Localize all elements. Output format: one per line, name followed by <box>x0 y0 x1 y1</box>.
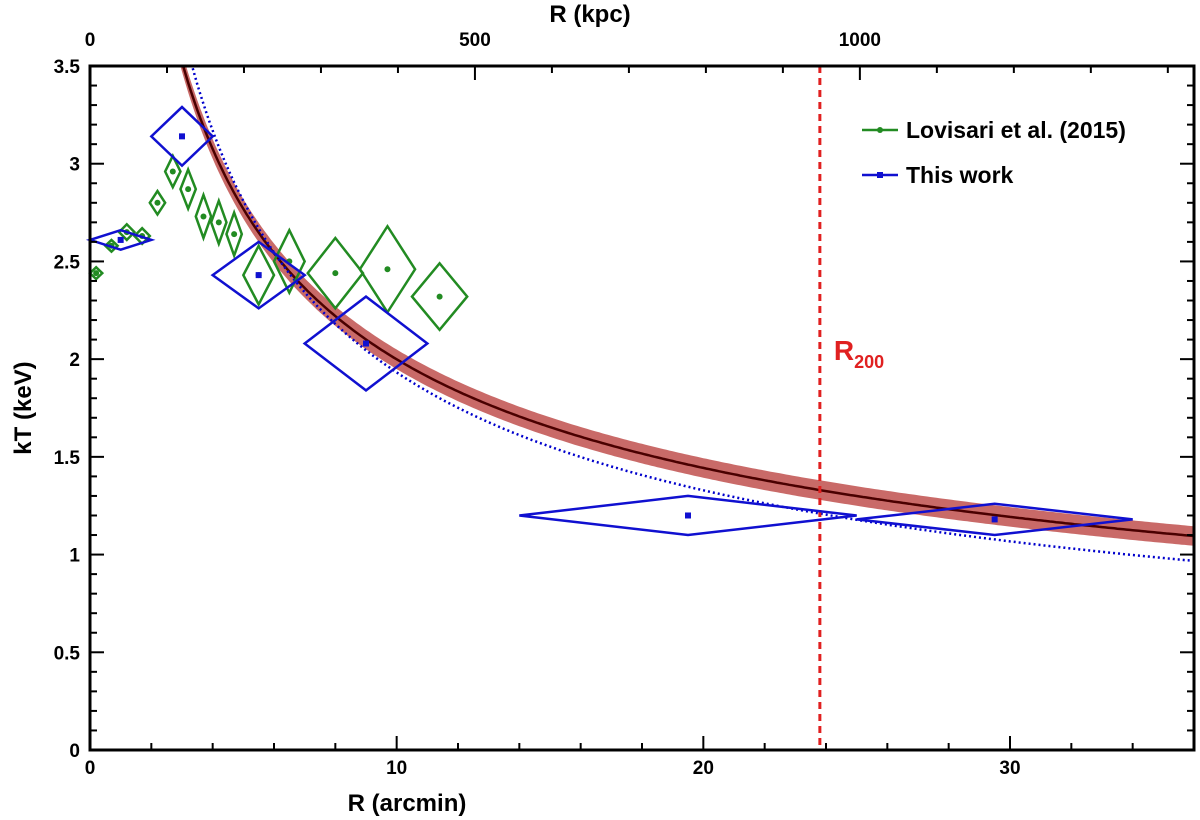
data-point-error-diamond <box>149 105 215 168</box>
x2-tick-label: 0 <box>85 30 96 51</box>
legend-label-1: This work <box>906 162 1014 188</box>
r200-label-main: R <box>834 335 854 366</box>
this-work-series <box>85 105 1133 537</box>
data-point-marker <box>332 270 339 277</box>
plot-frame <box>88 64 1196 752</box>
data-point-error-diamond <box>194 191 213 242</box>
data-point-error-diamond <box>148 188 167 217</box>
curve-layer <box>181 66 1194 750</box>
label-layer: R (arcmin)R (kpc)kT (keV)R200 <box>10 1 884 817</box>
data-point-marker <box>200 213 207 220</box>
y-tick-label: 0.5 <box>54 643 81 664</box>
data-point-error-diamond <box>85 228 156 252</box>
model-band <box>180 66 1194 546</box>
data-point-marker <box>255 272 262 279</box>
x-tick-label: 10 <box>386 758 407 779</box>
legend: Lovisari et al. (2015) This work <box>862 117 1126 188</box>
y-axis-title: kT (keV) <box>10 361 37 454</box>
model-line <box>181 66 1194 538</box>
data-point-marker <box>179 133 185 140</box>
data-point-error-diamond <box>117 222 137 242</box>
data-point-error-diamond <box>358 223 417 315</box>
data-point-error-diamond <box>410 261 469 332</box>
y-tick-label: 2 <box>69 350 80 371</box>
y-tick-label: 1.5 <box>54 448 81 469</box>
y-tick-label: 3 <box>69 155 80 176</box>
legend-marker-1 <box>877 172 883 178</box>
data-point-marker <box>117 236 124 243</box>
marker-layer <box>85 105 1133 537</box>
data-point-error-diamond <box>856 502 1133 537</box>
data-point-marker <box>154 199 161 206</box>
data-point-error-diamond <box>210 240 307 310</box>
data-point-error-diamond <box>302 295 430 392</box>
data-point-error-diamond <box>103 238 120 254</box>
data-point-marker <box>436 293 443 300</box>
y-tick-label: 1 <box>69 546 80 567</box>
x-axis-title: R (arcmin) <box>348 790 467 817</box>
data-point-error-diamond <box>163 153 182 191</box>
axis-layer: 0 10 20 30 0 500 1000 0 0.5 1 1.5 2 2.5 3 3.5 <box>54 30 1196 779</box>
x2-tick-label: 500 <box>459 30 491 51</box>
data-point-marker <box>991 516 998 523</box>
y-tick-label: 2.5 <box>54 252 81 273</box>
data-point-marker <box>363 340 369 347</box>
model-band-layer <box>180 66 1194 546</box>
x-tick-label: 0 <box>85 758 96 779</box>
data-point-marker <box>93 270 100 277</box>
data-point-marker <box>685 512 691 519</box>
data-point-error-diamond <box>225 208 244 260</box>
x-tick-label: 30 <box>999 758 1020 779</box>
dotted-fit-line <box>190 66 1194 563</box>
x2-tick-label: 1000 <box>839 30 881 51</box>
data-point-marker <box>169 168 176 175</box>
legend-marker-0 <box>877 127 883 133</box>
data-point-error-diamond <box>88 265 105 281</box>
data-point-error-diamond <box>209 197 228 248</box>
data-point-error-diamond <box>519 494 857 537</box>
data-point-error-diamond <box>241 243 276 308</box>
legend-label-0: Lovisari et al. (2015) <box>906 117 1126 143</box>
data-point-error-diamond <box>272 227 307 296</box>
x2-axis-title: R (kpc) <box>549 1 630 28</box>
data-point-marker <box>215 219 222 226</box>
data-point-marker <box>185 186 192 193</box>
r200-label-subscript: 200 <box>854 352 884 372</box>
x-tick-label: 20 <box>693 758 714 779</box>
r200-label: R200 <box>834 335 884 372</box>
lovisari-series <box>88 153 469 332</box>
y-tick-label: 3.5 <box>54 57 81 78</box>
y-tick-label: 0 <box>69 741 80 762</box>
data-point-marker <box>384 266 391 273</box>
data-point-error-diamond <box>132 226 152 246</box>
data-point-marker <box>231 231 238 238</box>
data-point-error-diamond <box>179 166 198 213</box>
